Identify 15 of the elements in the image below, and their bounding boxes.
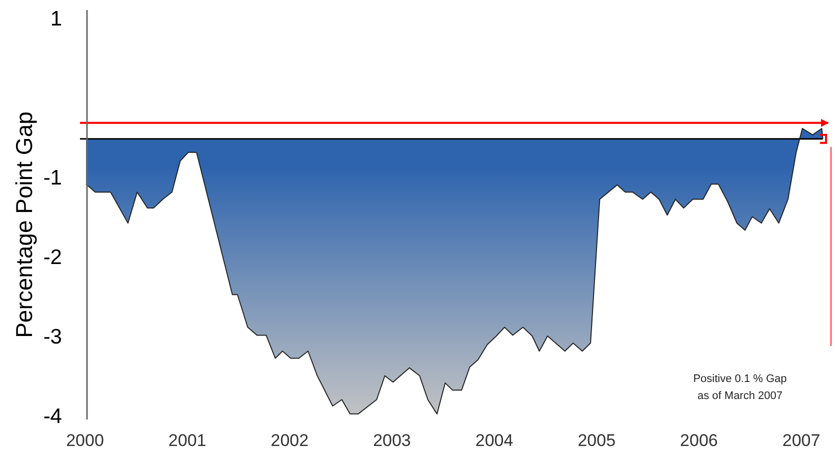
x-tick-label: 2003 [373, 431, 411, 450]
y-axis-title: Percentage Point Gap [11, 112, 37, 338]
x-tick-label: 2000 [66, 431, 104, 450]
y-tick-label: -4 [43, 404, 62, 428]
x-tick-label: 2007 [782, 431, 820, 450]
y-tick-label: -2 [43, 246, 62, 269]
x-tick-label: 2004 [475, 431, 514, 450]
y-tick-label: 1 [50, 7, 62, 30]
y-tick-label: -1 [43, 166, 62, 190]
x-tick-label: 2005 [578, 431, 616, 450]
x-tick-label: 2001 [168, 431, 206, 450]
x-tick-label: 2006 [680, 431, 718, 450]
y-tick-label: -3 [43, 325, 62, 348]
annotation: Positive 0.1 % Gap as of March 2007 [693, 373, 787, 402]
x-tick-label: 2002 [270, 431, 309, 450]
